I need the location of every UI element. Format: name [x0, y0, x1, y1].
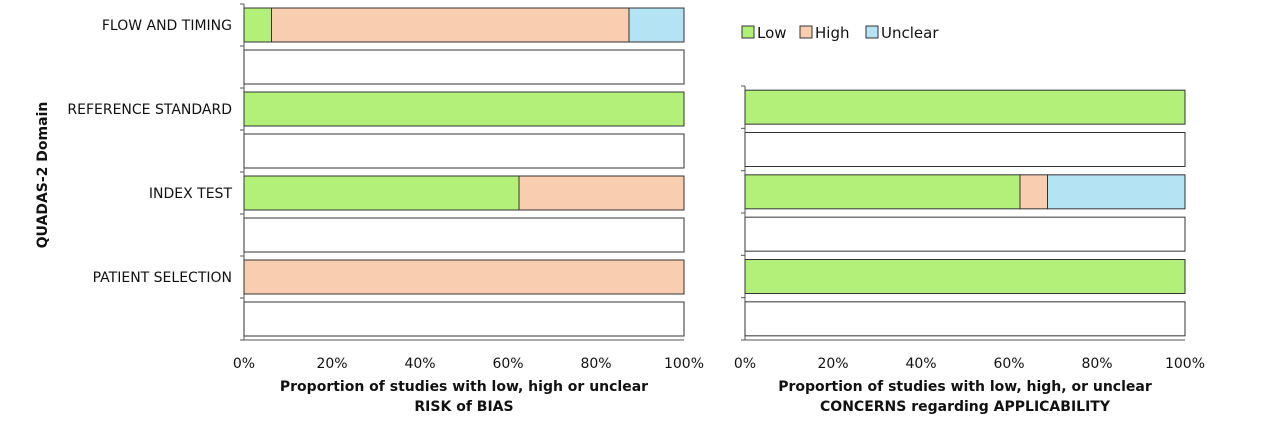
empty-bar: [243, 217, 685, 253]
bar-low-flow-and-timing: [243, 7, 272, 43]
empty-bar: [744, 132, 1186, 167]
bar-high-flow-and-timing: [271, 7, 630, 43]
category-label: INDEX TEST: [149, 186, 233, 202]
legend: Low High Unclear: [741, 24, 939, 42]
applicability-panel: 0% 20% 40% 60% 80% 100% Proportion of studies …: [734, 85, 1205, 415]
bar-low-index-test: [243, 175, 520, 211]
legend-label-unclear: Unclear: [881, 24, 939, 42]
x-tick-label: 0%: [734, 356, 756, 372]
bar-high-patient-selection: [243, 259, 685, 295]
x-tick-label: 100%: [664, 356, 704, 372]
bar-unclear-index-test: [1047, 174, 1186, 210]
bar-low-index-test: [744, 174, 1021, 210]
x-axis-label: Proportion of studies with low, high or …: [280, 379, 648, 395]
empty-bar: [744, 216, 1186, 252]
x-tick-label: 40%: [404, 356, 435, 372]
empty-bar: [243, 49, 685, 85]
category-label: REFERENCE STANDARD: [67, 102, 232, 118]
bar-low-patient-selection: [744, 259, 1186, 294]
x-tick-label: 80%: [1081, 356, 1112, 372]
category-label: PATIENT SELECTION: [93, 270, 232, 286]
x-tick-label: 60%: [993, 356, 1024, 372]
x-tick-label: 20%: [316, 356, 347, 372]
x-axis-label: CONCERNS regarding APPLICABILITY: [820, 399, 1111, 415]
empty-bar: [243, 301, 685, 337]
bar-high-index-test: [1019, 174, 1048, 210]
risk-of-bias-panel: FLOW AND TIMING REFERENCE STANDARD INDEX T…: [67, 3, 704, 415]
bar-low-reference-standard: [243, 91, 685, 127]
bar-unclear-flow-and-timing: [628, 7, 685, 43]
x-tick-label: 80%: [580, 356, 611, 372]
x-axis-label: RISK of BIAS: [414, 399, 513, 415]
y-axis-label: QUADAS-2 Domain: [35, 102, 51, 249]
category-label: FLOW AND TIMING: [102, 18, 232, 34]
x-tick-label: 0%: [233, 356, 255, 372]
x-tick-label: 100%: [1165, 356, 1205, 372]
x-tick-label: 40%: [905, 356, 936, 372]
empty-bar: [744, 301, 1186, 337]
legend-swatch-unclear: [865, 25, 879, 39]
legend-swatch-low: [741, 25, 755, 39]
x-axis-label: Proportion of studies with low, high, or…: [778, 379, 1152, 395]
empty-bar: [243, 133, 685, 169]
bar-high-index-test: [518, 175, 685, 211]
bar-low-reference-standard: [744, 89, 1186, 125]
legend-label-high: High: [815, 24, 849, 42]
x-tick-label: 20%: [817, 356, 848, 372]
legend-label-low: Low: [757, 24, 787, 42]
x-tick-label: 60%: [492, 356, 523, 372]
legend-swatch-high: [799, 25, 813, 39]
